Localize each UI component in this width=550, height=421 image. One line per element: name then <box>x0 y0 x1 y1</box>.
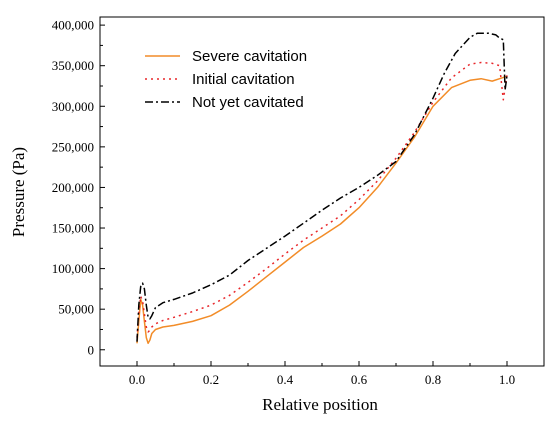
legend-label-not-yet-cavitated: Not yet cavitated <box>192 94 304 111</box>
y-tick-label: 300,000 <box>52 99 94 114</box>
y-tick-label: 100,000 <box>52 261 94 276</box>
x-axis-ticks: 0.0 0.2 0.4 0.6 0.8 1.0 <box>129 361 515 387</box>
x-tick-label: 0.0 <box>129 372 145 387</box>
y-tick-label: 350,000 <box>52 58 94 73</box>
legend-label-initial-cavitation: Initial cavitation <box>192 71 295 88</box>
series-layer <box>136 32 508 345</box>
x-tick-label: 0.2 <box>203 372 219 387</box>
series-line-severe-cavitation <box>136 75 508 345</box>
y-tick-label: 200,000 <box>52 180 94 195</box>
legend: Severe cavitation Initial cavitation Not… <box>145 48 307 111</box>
y-axis-title: Pressure (Pa) <box>9 147 28 237</box>
y-tick-label: 0 <box>88 342 95 357</box>
x-axis-title: Relative position <box>262 395 378 414</box>
y-tick-label: 150,000 <box>52 221 94 236</box>
x-tick-label: 0.6 <box>351 372 368 387</box>
series-line-initial-cavitation <box>136 61 508 338</box>
y-axis-ticks: 0 50,000 100,000 150,000 200,000 250,000 300,0… <box>52 18 105 357</box>
y-tick-label: 250,000 <box>52 139 94 154</box>
x-tick-label: 0.4 <box>277 372 294 387</box>
plot-frame <box>99 16 545 367</box>
x-tick-label: 1.0 <box>499 372 515 387</box>
legend-label-severe-cavitation: Severe cavitation <box>192 48 307 65</box>
x-tick-label: 0.8 <box>425 372 441 387</box>
y-tick-label: 400,000 <box>52 18 94 33</box>
series-line-not-yet-cavitated <box>136 32 508 342</box>
y-tick-label: 50,000 <box>58 302 94 317</box>
